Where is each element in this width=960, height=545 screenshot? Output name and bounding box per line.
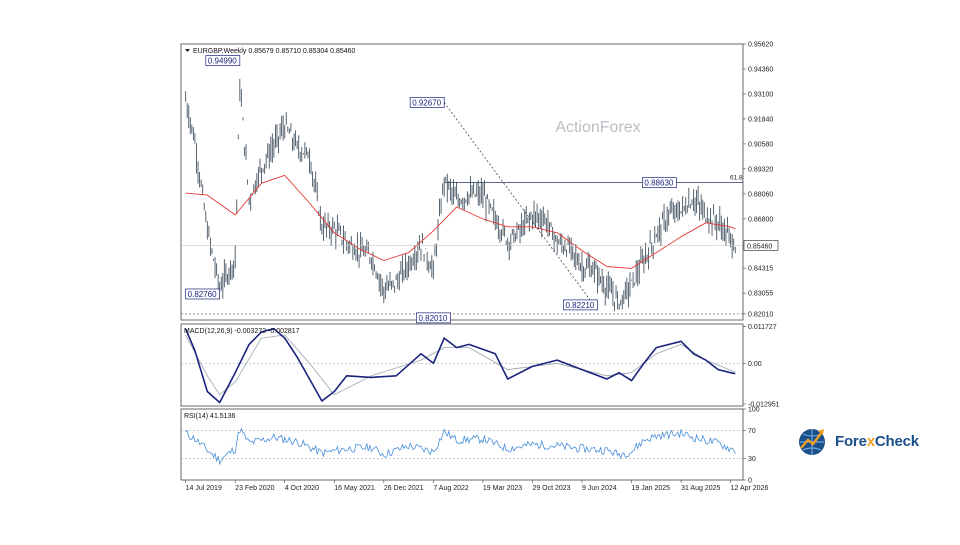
annotation-label: 0.82210 bbox=[565, 301, 594, 310]
price-header: EURGBP,Weekly 0.85679 0.85710 0.85304 0.… bbox=[193, 48, 356, 55]
x-tick-label: 26 Dec 2021 bbox=[384, 485, 424, 492]
x-tick-label: 29 Oct 2023 bbox=[532, 485, 570, 492]
price-y-tick-label: 0.86800 bbox=[748, 216, 773, 223]
annotation-box bbox=[642, 177, 677, 188]
price-y-tick-label: 0.94360 bbox=[748, 66, 773, 73]
annotation-label: 0.88630 bbox=[644, 179, 673, 188]
x-tick-label: 19 Jan 2025 bbox=[632, 485, 671, 492]
macd-y-tick-label: 0.011727 bbox=[748, 324, 777, 331]
annotation-box bbox=[563, 299, 598, 311]
macd-header: MACD(12,26,9) -0.003272 -0.002817 bbox=[184, 328, 300, 335]
macd-y-tick-label: -0.012951 bbox=[748, 401, 780, 408]
price-y-tick-label: 0.95620 bbox=[748, 42, 773, 49]
annotation-box bbox=[205, 55, 241, 66]
last-price-label: 0.85460 bbox=[747, 243, 772, 250]
macd-panel-frame bbox=[180, 323, 744, 407]
brand-name-part2: Check bbox=[874, 432, 919, 450]
x-tick-label: 7 Aug 2022 bbox=[433, 485, 469, 492]
rsi-y-tick-label: 30 bbox=[748, 456, 756, 463]
annotation-box bbox=[409, 97, 445, 108]
trendline bbox=[443, 102, 598, 311]
price-y-tick-label: 0.90580 bbox=[748, 141, 773, 148]
globe-chart-icon bbox=[799, 429, 825, 455]
dropdown-triangle-icon bbox=[185, 49, 190, 52]
annotation-box bbox=[185, 288, 220, 300]
price-y-tick-label: 0.91840 bbox=[748, 116, 773, 123]
brand-name: ForexCheck bbox=[835, 433, 919, 450]
rsi-y-tick-label: 100 bbox=[748, 407, 760, 414]
brand-name-x: x bbox=[866, 432, 875, 450]
price-y-tick-label: 0.89320 bbox=[748, 166, 773, 173]
last-price-box bbox=[743, 240, 779, 251]
rsi-line bbox=[185, 427, 736, 466]
price-y-tick-label: 0.84315 bbox=[748, 266, 773, 273]
brand-logo: ForexCheck bbox=[797, 423, 919, 459]
x-tick-label: 31 Aug 2025 bbox=[681, 485, 720, 492]
price-y-tick-label: 0.82010 bbox=[748, 311, 773, 318]
watermark: ActionForex bbox=[555, 119, 640, 136]
annotation-box bbox=[416, 312, 451, 324]
price-y-tick-label: 0.93100 bbox=[748, 91, 773, 98]
fib-label: 61.8 bbox=[730, 175, 743, 182]
sma-line bbox=[185, 174, 736, 269]
macd-signal-line bbox=[185, 334, 736, 396]
rsi-y-tick-label: 70 bbox=[748, 428, 756, 435]
rsi-panel-frame bbox=[180, 408, 744, 481]
macd-y-tick-label: 0.00 bbox=[748, 361, 762, 368]
brand-name-part1: Fore bbox=[835, 432, 867, 450]
x-tick-label: 16 May 2021 bbox=[334, 485, 375, 492]
price-y-tick-label: 0.88060 bbox=[748, 191, 773, 198]
annotation-label: 0.82760 bbox=[188, 290, 217, 299]
macd-line bbox=[184, 327, 736, 404]
x-tick-label: 23 Feb 2020 bbox=[235, 485, 274, 492]
annotation-label: 0.94990 bbox=[208, 56, 237, 65]
annotation-label: 0.92670 bbox=[412, 98, 441, 107]
x-tick-label: 14 Jul 2019 bbox=[186, 485, 222, 492]
x-tick-label: 9 Jun 2024 bbox=[582, 485, 617, 492]
price-bars-group bbox=[185, 78, 736, 312]
x-tick-label: 19 Mar 2023 bbox=[483, 485, 522, 492]
rsi-y-tick-label: 0 bbox=[748, 478, 752, 485]
x-tick-label: 4 Oct 2020 bbox=[285, 485, 319, 492]
price-y-tick-label: 0.83055 bbox=[748, 291, 773, 298]
rsi-header: RSI(14) 41.5136 bbox=[184, 413, 235, 420]
x-tick-label: 12 Apr 2026 bbox=[731, 485, 769, 492]
annotation-label: 0.82010 bbox=[418, 314, 447, 323]
